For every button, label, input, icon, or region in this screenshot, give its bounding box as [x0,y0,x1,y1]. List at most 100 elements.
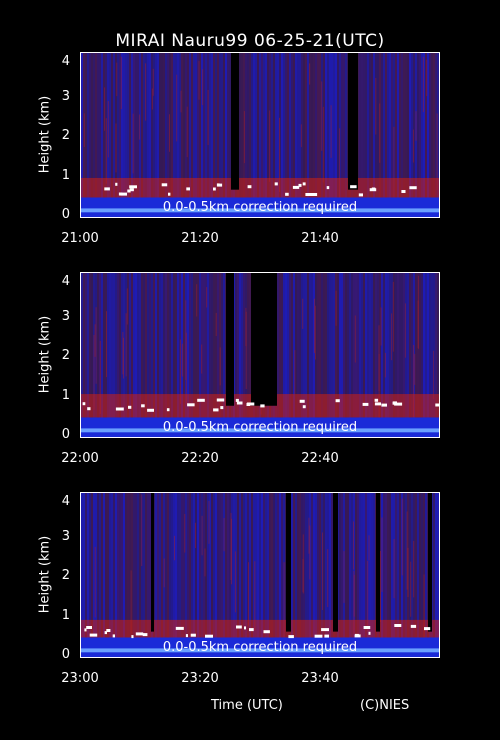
noise-column [311,53,313,217]
noise-column [409,493,411,657]
noise-column [255,53,257,217]
cloud-mark [247,185,252,189]
noise-column [421,53,423,217]
cloud-mark [205,634,213,638]
noise-streak [314,305,316,360]
noise-column [153,273,155,437]
noise-column [321,273,323,437]
noise-streak [327,549,329,607]
cloud-mark [168,192,171,196]
noise-column [299,493,301,657]
noise-column [87,273,89,437]
noise-column [233,493,235,657]
noise-streak [141,494,143,566]
y-tick: 0 [61,427,70,442]
noise-column [349,273,351,437]
noise-streak [412,129,414,163]
noise-column [169,273,171,437]
noise-column [147,273,149,437]
noise-streak [353,574,355,617]
noise-streak [139,114,141,140]
noise-column [293,493,295,657]
noise-column [111,273,113,437]
noise-streak [180,90,182,113]
noise-column [83,273,85,437]
panel-3: 0.0-0.5km correction required Height (km… [0,492,500,712]
cloud-mark [129,188,134,192]
noise-column [157,273,159,437]
noise-streak [163,558,165,588]
noise-column [179,273,181,437]
noise-column [145,273,147,437]
cloud-mark [112,634,115,638]
x-tick: 23:20 [181,671,219,686]
credit-label: (C)NIES [360,698,410,713]
cloud-mark [104,631,107,635]
noise-column [237,273,239,437]
noise-streak [393,126,395,204]
noise-column [141,493,143,657]
cloud-mark [374,402,381,406]
cloud-mark [161,183,168,187]
noise-column [363,53,365,217]
noise-column [129,273,131,437]
noise-column [381,273,383,437]
noise-column [287,53,289,217]
cloud-mark [213,187,216,191]
noise-column [89,273,91,437]
noise-column [165,53,167,217]
noise-column [187,493,189,657]
noise-column [153,53,155,217]
noise-column [431,53,433,217]
noise-streak [94,546,96,618]
noise-column [279,273,281,437]
noise-column [197,493,199,657]
attenuated-column [348,53,358,190]
noise-streak [384,352,386,378]
noise-column [437,273,439,437]
noise-column [211,273,213,437]
noise-column [437,53,439,217]
cloud-mark [129,185,137,189]
noise-column [279,493,281,657]
noise-column [347,493,349,657]
noise-column [257,53,259,217]
noise-column [359,493,361,657]
noise-column [161,273,163,437]
cloud-mark [324,634,329,638]
attenuated-column [286,493,291,632]
noise-streak [335,290,337,326]
noise-column [107,273,109,437]
noise-streak [174,535,175,561]
y-tick: 4 [61,494,70,509]
noise-column [225,493,227,657]
noise-column [373,53,375,217]
noise-column [157,53,159,217]
noise-column [209,273,211,437]
noise-streak [426,59,428,97]
noise-streak [322,106,324,183]
cloud-mark [236,401,243,405]
noise-streak [180,339,182,404]
noise-column [295,53,297,217]
noise-column [235,273,237,437]
noise-streak [123,337,124,379]
noise-column [161,53,163,217]
noise-column [179,493,181,657]
noise-streak [107,101,109,158]
noise-column [221,53,223,217]
noise-streak [248,562,249,626]
noise-column [313,273,315,437]
noise-column [403,53,405,217]
noise-column [313,53,315,217]
noise-column [117,273,119,437]
noise-column [367,53,369,217]
noise-streak [99,340,101,414]
noise-column [287,273,289,437]
noise-column [315,493,317,657]
noise-column [171,273,173,437]
plot-area [80,52,440,218]
noise-column [177,493,179,657]
noise-column [137,53,139,217]
noise-streak [308,517,310,554]
